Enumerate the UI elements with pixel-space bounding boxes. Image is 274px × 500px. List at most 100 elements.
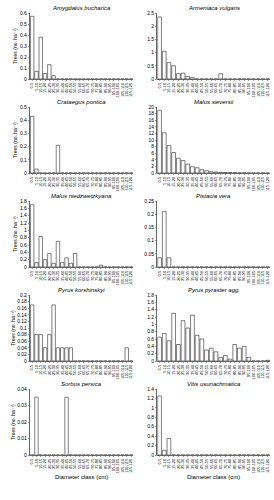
svg-text:25-30: 25-30 [180, 270, 185, 281]
svg-text:25-30: 25-30 [51, 176, 56, 187]
svg-text:85-90: 85-90 [103, 270, 108, 281]
svg-text:60-65: 60-65 [81, 458, 86, 469]
svg-text:5-10: 5-10 [34, 176, 39, 185]
svg-text:1: 1 [151, 49, 154, 55]
svg-text:55-60: 55-60 [209, 364, 214, 375]
svg-text:Crataegus pontica: Crataegus pontica [57, 99, 106, 105]
svg-text:90-95: 90-95 [107, 176, 112, 187]
svg-text:45-50: 45-50 [199, 82, 204, 93]
svg-text:12: 12 [149, 130, 155, 136]
svg-text:20-25: 20-25 [176, 176, 181, 187]
svg-text:5-10: 5-10 [34, 82, 39, 91]
svg-text:20-25: 20-25 [176, 364, 181, 375]
svg-text:90-95: 90-95 [241, 82, 246, 93]
svg-text:115-120: 115-120 [265, 176, 270, 191]
svg-text:85-90: 85-90 [237, 458, 242, 469]
svg-text:0.02: 0.02 [17, 351, 27, 357]
svg-text:0.8: 0.8 [20, 234, 27, 240]
svg-text:55-60: 55-60 [209, 82, 214, 93]
svg-text:35-40: 35-40 [190, 364, 195, 375]
svg-text:65-70: 65-70 [85, 458, 90, 469]
svg-text:80-85: 80-85 [98, 176, 103, 187]
svg-text:5-10: 5-10 [162, 82, 167, 91]
svg-text:80-85: 80-85 [98, 270, 103, 281]
svg-text:0: 0 [24, 76, 27, 82]
svg-text:Trees (no. ha⁻¹): Trees (no. ha⁻¹) [12, 216, 18, 252]
svg-text:0-5: 0-5 [157, 176, 162, 183]
svg-text:0.06: 0.06 [17, 338, 27, 344]
svg-text:20-25: 20-25 [47, 458, 52, 469]
svg-text:55-60: 55-60 [77, 270, 82, 281]
svg-text:50-55: 50-55 [72, 364, 77, 375]
svg-text:75-80: 75-80 [94, 82, 99, 93]
svg-text:0-5: 0-5 [29, 82, 34, 89]
svg-text:0.16: 0.16 [17, 305, 27, 311]
svg-text:0.2: 0.2 [147, 211, 154, 217]
svg-text:0.15: 0.15 [144, 224, 154, 230]
svg-text:60-65: 60-65 [213, 364, 218, 375]
svg-text:0.3: 0.3 [20, 130, 27, 136]
svg-text:0: 0 [151, 452, 154, 458]
svg-text:5-10: 5-10 [34, 458, 39, 467]
svg-text:10-15: 10-15 [38, 270, 43, 281]
svg-text:75-80: 75-80 [94, 270, 99, 281]
svg-text:30-35: 30-35 [55, 82, 60, 93]
svg-text:55-60: 55-60 [209, 176, 214, 187]
svg-text:25-30: 25-30 [51, 270, 56, 281]
svg-text:15-20: 15-20 [42, 82, 47, 93]
svg-text:95-100: 95-100 [246, 176, 251, 189]
svg-text:40-45: 40-45 [194, 270, 199, 281]
svg-text:90-95: 90-95 [107, 270, 112, 281]
svg-text:1: 1 [151, 321, 154, 327]
svg-text:55-60: 55-60 [77, 176, 82, 187]
svg-text:0.08: 0.08 [17, 331, 27, 337]
svg-text:25-30: 25-30 [51, 458, 56, 469]
svg-text:0.14: 0.14 [17, 312, 27, 318]
svg-text:Vitis usunachmatica: Vitis usunachmatica [187, 381, 241, 387]
svg-text:Diameter class (cm): Diameter class (cm) [55, 474, 108, 480]
svg-text:0.2: 0.2 [20, 256, 27, 262]
svg-text:80-85: 80-85 [232, 458, 237, 469]
svg-text:0.4: 0.4 [147, 433, 154, 439]
svg-text:0-5: 0-5 [157, 270, 162, 277]
svg-text:75-80: 75-80 [227, 458, 232, 469]
svg-text:20-25: 20-25 [47, 364, 52, 375]
svg-text:85-90: 85-90 [103, 82, 108, 93]
svg-text:50-55: 50-55 [72, 176, 77, 187]
svg-text:0-5: 0-5 [157, 364, 162, 371]
svg-text:0-5: 0-5 [29, 364, 34, 371]
svg-text:1.2: 1.2 [147, 395, 154, 401]
svg-text:8: 8 [151, 143, 154, 149]
svg-text:105-110: 105-110 [256, 176, 261, 191]
svg-text:1: 1 [151, 405, 154, 411]
svg-text:115-120: 115-120 [128, 176, 133, 191]
svg-text:15-20: 15-20 [171, 458, 176, 469]
svg-text:75-80: 75-80 [227, 270, 232, 281]
svg-text:45-50: 45-50 [199, 270, 204, 281]
svg-text:Trees (no. ha⁻¹): Trees (no. ha⁻¹) [12, 28, 18, 64]
svg-text:30-35: 30-35 [185, 82, 190, 93]
svg-text:35-40: 35-40 [60, 364, 65, 375]
svg-text:95-100: 95-100 [111, 270, 116, 283]
svg-text:0.04: 0.04 [17, 345, 27, 351]
svg-text:10: 10 [149, 137, 155, 143]
svg-text:Trees (no. ha⁻¹): Trees (no. ha⁻¹) [10, 404, 16, 440]
svg-text:50-55: 50-55 [72, 270, 77, 281]
svg-text:0.1: 0.1 [20, 157, 27, 163]
svg-text:105-110: 105-110 [120, 364, 125, 379]
svg-text:0.5: 0.5 [147, 63, 154, 69]
svg-text:25-30: 25-30 [180, 364, 185, 375]
svg-text:0.03: 0.03 [17, 402, 27, 408]
svg-text:95-100: 95-100 [111, 364, 116, 377]
svg-text:20-25: 20-25 [176, 458, 181, 469]
svg-text:0: 0 [151, 264, 154, 270]
svg-text:100-105: 100-105 [251, 364, 256, 379]
svg-text:1.2: 1.2 [147, 314, 154, 320]
svg-text:0.18: 0.18 [17, 298, 27, 304]
svg-text:0.1: 0.1 [147, 237, 154, 243]
svg-text:70-75: 70-75 [223, 364, 228, 375]
svg-text:0.01: 0.01 [17, 435, 27, 441]
svg-text:Pistacia vera: Pistacia vera [196, 193, 231, 199]
svg-text:75-80: 75-80 [227, 82, 232, 93]
svg-text:35-40: 35-40 [60, 458, 65, 469]
